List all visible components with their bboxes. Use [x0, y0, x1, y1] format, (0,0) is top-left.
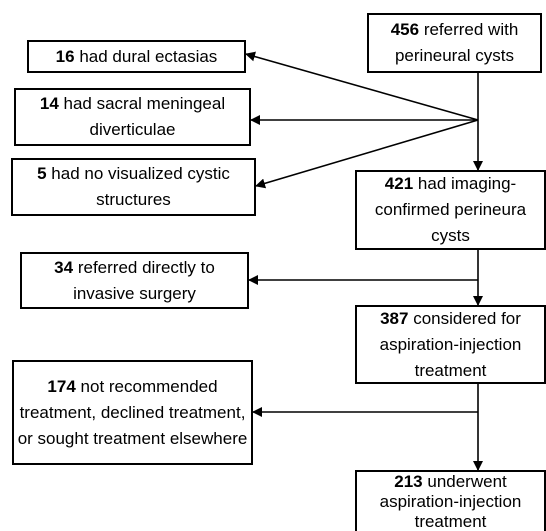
node-count: 421 — [384, 174, 414, 193]
node: 421 had imaging-confirmed perineura cyst… — [355, 170, 546, 250]
node: 34 referred directly to invasive surgery — [20, 252, 249, 309]
node: 174 not recommended treatment, declined … — [12, 360, 253, 465]
node: 16 had dural ectasias — [27, 40, 246, 73]
node: 14 had sacral meningeal diverticulae — [14, 88, 251, 146]
node-count: 14 — [39, 94, 59, 113]
arrow — [255, 119, 479, 189]
node-count: 174 — [47, 376, 76, 396]
node-text: referred with perineural cysts — [394, 20, 519, 65]
arrow — [245, 51, 479, 121]
node-count: 213 — [394, 471, 423, 491]
node-text: had sacral meningeal diverticulae — [63, 94, 226, 139]
node-text: had dural ectasias — [79, 46, 218, 66]
node-count: 387 — [380, 308, 409, 328]
node: 456 referred with perineural cysts — [367, 13, 542, 73]
node-text: underwent aspiration-injection treatment — [379, 471, 522, 531]
node-count: 34 — [54, 257, 74, 277]
node: 387 considered for aspiration-injection … — [355, 305, 546, 384]
node-count: 456 — [390, 20, 420, 39]
node: 213 underwent aspiration-injection treat… — [355, 470, 546, 531]
node-text: had imaging-confirmed perineura cysts — [374, 174, 527, 245]
node-text: referred directly to invasive surgery — [73, 257, 215, 303]
node-text: had no visualized cystic structures — [51, 164, 230, 209]
node-text: not recommended treatment, declined trea… — [17, 376, 248, 448]
node: 5 had no visualized cystic structures — [11, 158, 256, 216]
node-count: 5 — [37, 164, 47, 183]
node-count: 16 — [55, 46, 75, 66]
node-text: considered for aspiration-injection trea… — [379, 308, 522, 380]
